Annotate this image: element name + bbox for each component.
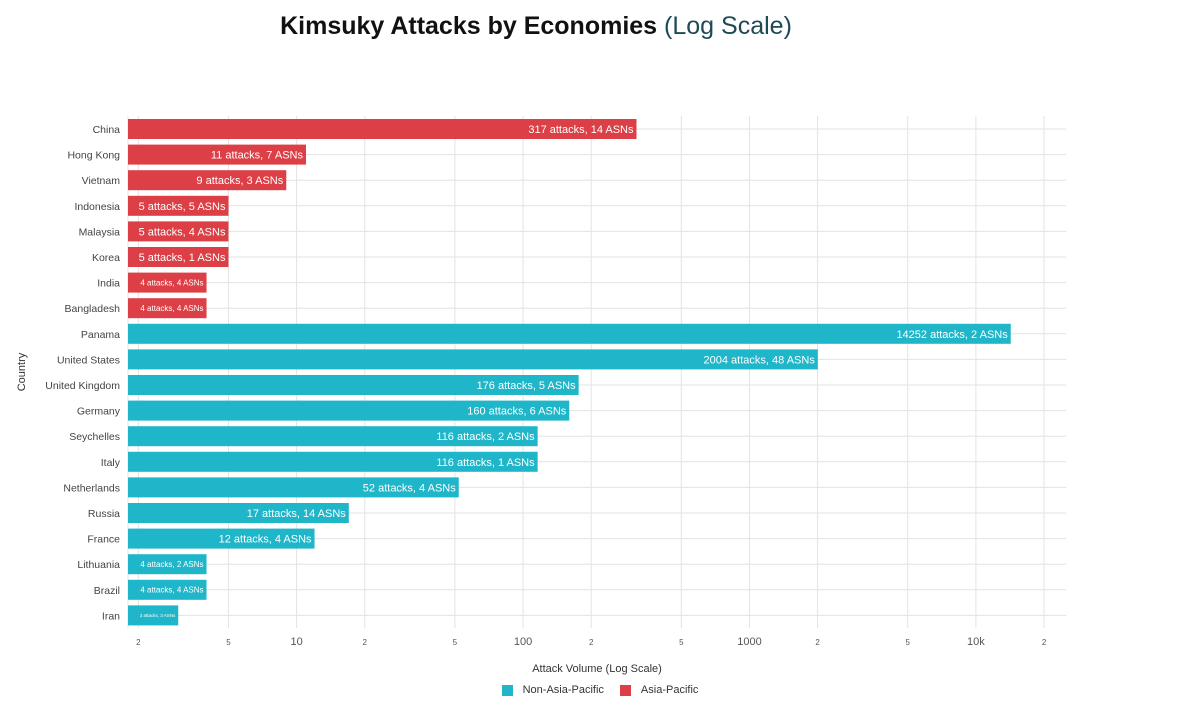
y-tick-label: Malaysia <box>79 226 121 238</box>
bar-data-label: 5 attacks, 4 ASNs <box>139 226 226 238</box>
grid-layer <box>127 116 1066 628</box>
bar-bangladesh <box>128 298 207 319</box>
bar-brazil <box>128 579 207 600</box>
bar-data-label: 4 attacks, 4 ASNs <box>140 586 203 595</box>
bar-vietnam <box>128 170 287 191</box>
x-tick-label: 100 <box>514 636 532 648</box>
bar-data-label: 3 attacks, 3 ASNs <box>140 613 176 618</box>
y-tick-label: Hong Kong <box>67 150 120 162</box>
bar-panama <box>128 323 1011 344</box>
bar-data-label: 116 attacks, 2 ASNs <box>436 431 535 443</box>
y-tick-label: Panama <box>81 329 120 341</box>
y-tick-label: Germany <box>77 406 121 418</box>
bar-data-label: 11 attacks, 7 ASNs <box>211 150 304 162</box>
chart-title-container: Kimsuky Attacks by Economies (Log Scale) <box>0 12 1072 41</box>
y-tick-label: Indonesia <box>74 201 120 213</box>
x-axis-label: Attack Volume (Log Scale) <box>532 663 662 675</box>
bar-data-label: 2004 attacks, 48 ASNs <box>704 354 816 366</box>
chart-subtitle: (Log Scale) <box>664 12 792 40</box>
y-tick-label: China <box>93 124 121 136</box>
legend-item: Asia-Pacific <box>619 684 699 696</box>
legend-label: Asia-Pacific <box>640 684 699 696</box>
bar-malaysia <box>128 221 229 242</box>
x-tick-label: 1000 <box>737 636 761 648</box>
x-tick-label: 2 <box>589 638 594 647</box>
legend-swatch <box>619 684 631 696</box>
y-axis-label: Country <box>16 352 28 391</box>
bar-data-label: 9 attacks, 3 ASNs <box>196 175 283 187</box>
chart-title: Kimsuky Attacks by Economies <box>280 12 658 40</box>
y-tick-label: United Kingdom <box>45 380 120 392</box>
bar-korea <box>128 247 229 267</box>
legend-item: Non-Asia-Pacific <box>501 684 604 696</box>
x-tick-label: 2 <box>363 638 368 647</box>
x-tick-label: 5 <box>453 638 458 647</box>
bar-data-label: 12 attacks, 4 ASNs <box>219 534 312 546</box>
bar-indonesia <box>128 195 229 216</box>
x-tick-label: 2 <box>136 638 141 647</box>
y-tick-label: Brazil <box>94 585 120 597</box>
x-tick-label: 5 <box>226 638 231 647</box>
bar-data-label: 4 attacks, 2 ASNs <box>140 560 203 569</box>
axis-layer: 2 5 10 2 5 100 2 5 1000 2 5 10k 2 China Hong Kong Vietn… <box>45 124 1047 648</box>
bar-hong-kong <box>128 144 306 165</box>
y-tick-label: Russia <box>88 508 120 520</box>
legend-label: Non-Asia-Pacific <box>522 684 604 696</box>
x-tick-label: 5 <box>906 638 911 647</box>
y-tick-label: India <box>97 278 120 290</box>
bar-netherlands <box>128 477 459 498</box>
bar-data-label: 14252 attacks, 2 ASNs <box>896 329 1008 341</box>
bar-data-label: 4 attacks, 4 ASNs <box>140 278 203 287</box>
bar-india <box>128 272 207 293</box>
x-tick-label: 10 <box>290 636 302 648</box>
bar-italy <box>128 451 538 472</box>
bar-layer: 317 attacks, 14 ASNs 11 attacks, 7 ASNs 9 … <box>128 119 1011 626</box>
bar-data-label: 176 attacks, 5 ASNs <box>477 380 577 392</box>
bar-united-kingdom <box>128 375 579 395</box>
bar-data-label: 5 attacks, 5 ASNs <box>139 201 226 213</box>
bar-china <box>128 119 637 139</box>
bar-data-label: 4 attacks, 4 ASNs <box>140 304 203 313</box>
y-tick-label: Bangladesh <box>65 303 121 315</box>
x-tick-label: 2 <box>1042 638 1047 647</box>
y-tick-label: Korea <box>92 252 120 264</box>
y-tick-label: France <box>87 534 120 546</box>
x-tick-label: 10k <box>967 636 985 648</box>
y-tick-label: Iran <box>102 610 120 622</box>
x-tick-label: 2 <box>815 638 820 647</box>
bar-seychelles <box>128 426 538 447</box>
bar-data-label: 160 attacks, 6 ASNs <box>467 406 567 418</box>
legend: Non-Asia-Pacific Asia-Pacific <box>0 684 1200 699</box>
y-tick-label: Netherlands <box>63 482 120 494</box>
bar-data-label: 52 attacks, 4 ASNs <box>363 482 456 494</box>
x-tick-label: 5 <box>679 638 684 647</box>
y-tick-label: United States <box>57 354 120 366</box>
bar-russia <box>128 503 349 523</box>
y-tick-label: Italy <box>101 457 121 469</box>
bar-data-label: 17 attacks, 14 ASNs <box>247 508 347 520</box>
y-tick-label: Seychelles <box>69 431 120 443</box>
y-tick-label: Lithuania <box>77 559 120 571</box>
bar-united-states <box>128 349 818 370</box>
legend-swatch <box>501 684 513 696</box>
bar-france <box>128 528 315 549</box>
bar-iran <box>128 605 179 626</box>
y-tick-label: Vietnam <box>82 175 121 187</box>
bar-data-label: 317 attacks, 14 ASNs <box>528 124 634 136</box>
bar-data-label: 116 attacks, 1 ASNs <box>436 457 535 469</box>
bar-lithuania <box>128 554 207 575</box>
bar-data-label: 5 attacks, 1 ASNs <box>139 252 226 264</box>
bar-germany <box>128 400 570 421</box>
